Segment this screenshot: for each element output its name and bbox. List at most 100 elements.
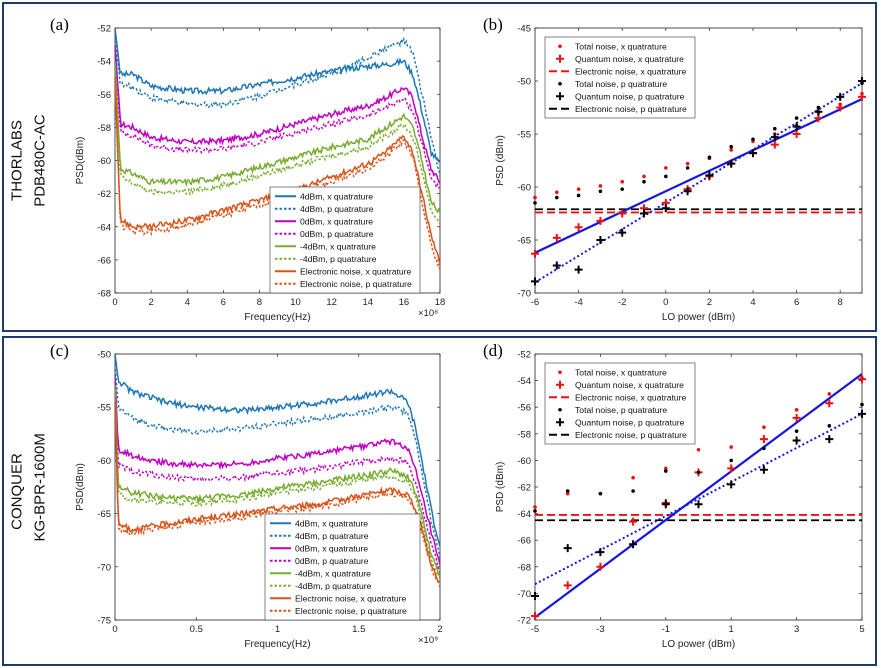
data-point-d-0 bbox=[664, 466, 668, 471]
y-tick-label-d: -58 bbox=[517, 429, 531, 440]
data-point-b-0 bbox=[576, 187, 581, 191]
data-point-b-3 bbox=[642, 179, 646, 184]
legend-swatch-d bbox=[558, 370, 562, 375]
series-line-a-5 bbox=[115, 69, 440, 225]
y-axis-label-b: PSD (dBm) bbox=[495, 135, 506, 186]
y-tick-label-b: -65 bbox=[517, 236, 531, 247]
data-point-d-0 bbox=[565, 491, 570, 496]
legend-label-a: -4dBm, p quatrature bbox=[300, 254, 377, 264]
y-tick-label-a: -66 bbox=[97, 255, 111, 266]
x-tick-label-a: 12 bbox=[326, 297, 337, 308]
x-tick-label-d: 5 bbox=[859, 624, 864, 635]
fit-line-d-0 bbox=[535, 373, 862, 619]
y-tick-label-d: -54 bbox=[517, 376, 531, 387]
data-point-d-1 bbox=[858, 375, 866, 384]
data-point-d-1 bbox=[596, 562, 605, 571]
legend-label-b: Quantum noise, p quatrature bbox=[575, 91, 685, 101]
data-point-b-0 bbox=[685, 161, 690, 166]
legend-box-c bbox=[264, 513, 421, 621]
data-point-b-4 bbox=[727, 159, 736, 168]
x-axis-label-d: LO power (dBm) bbox=[662, 639, 735, 650]
legend-label-a: -4dBm, x quatrature bbox=[300, 241, 376, 251]
legend-label-d: Electronic noise, x quatrature bbox=[575, 392, 687, 402]
x-tick-label-c: 1 bbox=[275, 624, 280, 635]
data-point-d-0 bbox=[696, 447, 701, 452]
data-point-b-4 bbox=[574, 265, 583, 274]
data-point-d-3 bbox=[598, 491, 603, 496]
x-tick-label-c: 2 bbox=[437, 624, 442, 635]
y-tick-label-c: -55 bbox=[97, 403, 111, 414]
data-point-d-4 bbox=[858, 409, 866, 418]
legend-label-a: Electronic noise, p quatrature bbox=[300, 279, 412, 289]
x-tick-label-d: -5 bbox=[531, 624, 539, 635]
fit-line-d-1 bbox=[535, 412, 862, 585]
data-point-b-3 bbox=[555, 195, 559, 200]
x-tick-label-a: 0 bbox=[112, 297, 117, 308]
data-point-b-4 bbox=[814, 107, 823, 116]
panel-label-d: (d) bbox=[483, 341, 503, 360]
data-point-d-4 bbox=[531, 592, 539, 601]
legend-label-b: Electronic noise, p quatrature bbox=[575, 104, 687, 114]
x-exponent-label-c: ×10⁹ bbox=[418, 635, 438, 646]
data-point-d-4 bbox=[759, 465, 768, 474]
data-point-b-3 bbox=[620, 187, 624, 191]
y-tick-label-a: -56 bbox=[97, 90, 111, 101]
legend-swatch-b bbox=[556, 92, 564, 101]
data-point-b-0 bbox=[664, 166, 668, 170]
y-tick-label-c: -65 bbox=[97, 509, 111, 520]
data-point-b-3 bbox=[685, 166, 690, 170]
data-point-b-4 bbox=[683, 187, 692, 196]
series-line-c-6 bbox=[115, 396, 440, 583]
legend-label-a: 4dBm, x quatrature bbox=[300, 191, 373, 201]
legend-label-a: Electronic noise, x quatrature bbox=[300, 266, 412, 276]
data-point-b-1 bbox=[836, 103, 845, 112]
y-tick-label-d: -62 bbox=[517, 483, 531, 494]
data-point-b-0 bbox=[620, 179, 624, 184]
x-tick-label-c: 0 bbox=[112, 624, 117, 635]
legend-label-b: Electronic noise, x quatrature bbox=[575, 66, 687, 76]
data-point-d-0 bbox=[794, 408, 799, 412]
y-tick-label-b: -50 bbox=[517, 77, 531, 88]
series-line-a-2 bbox=[115, 44, 440, 184]
legend-label-a: 4dBm, p quatrature bbox=[300, 204, 374, 214]
data-point-d-3 bbox=[794, 429, 799, 433]
data-point-b-1 bbox=[792, 130, 801, 138]
series-line-c-4 bbox=[115, 385, 440, 580]
legend-label-a: 0dBm, p quatrature bbox=[300, 229, 374, 239]
data-point-b-4 bbox=[792, 122, 801, 131]
legend-label-c: Electronic noise, x quatrature bbox=[295, 593, 407, 603]
series-line-c-2 bbox=[115, 375, 440, 566]
data-point-b-4 bbox=[836, 92, 845, 101]
data-point-b-0 bbox=[533, 195, 537, 200]
legend-box-d bbox=[544, 362, 696, 445]
y-axis-label-d: PSD (dBm) bbox=[495, 462, 506, 513]
legend-label-c: 4dBm, p quatrature bbox=[295, 531, 369, 541]
legend-label-d: Electronic noise, p quatrature bbox=[575, 430, 687, 440]
data-point-b-4 bbox=[552, 261, 561, 270]
fit-line-b-1 bbox=[535, 82, 862, 284]
data-point-b-1 bbox=[596, 216, 605, 225]
legend-label-a: 0dBm, x quatrature bbox=[300, 216, 373, 226]
x-tick-label-a: 4 bbox=[185, 297, 190, 308]
data-point-d-1 bbox=[531, 612, 539, 621]
x-tick-label-b: -4 bbox=[574, 297, 582, 308]
legend-swatch-b bbox=[556, 54, 564, 63]
x-tick-label-a: 2 bbox=[148, 297, 153, 308]
y-tick-label-c: -60 bbox=[97, 456, 111, 467]
data-point-b-0 bbox=[598, 184, 603, 188]
bottom-panel bbox=[2, 336, 877, 666]
data-point-d-3 bbox=[860, 402, 864, 407]
data-point-b-3 bbox=[576, 193, 581, 198]
legend-swatch-d bbox=[556, 418, 564, 427]
data-point-b-3 bbox=[751, 137, 755, 142]
data-point-b-1 bbox=[770, 140, 779, 149]
legend-box-b bbox=[544, 36, 696, 119]
legend-label-c: 0dBm, p quatrature bbox=[295, 556, 369, 566]
x-tick-label-b: -2 bbox=[618, 297, 626, 308]
series-line-c-1 bbox=[115, 364, 440, 559]
y-tick-label-d: -70 bbox=[517, 589, 531, 600]
x-axis-label-c: Frequency(Hz) bbox=[244, 639, 310, 650]
data-point-b-3 bbox=[664, 174, 668, 179]
series-line-a-7 bbox=[115, 85, 440, 270]
legend-label-c: Electronic noise, p quatrature bbox=[295, 606, 407, 616]
